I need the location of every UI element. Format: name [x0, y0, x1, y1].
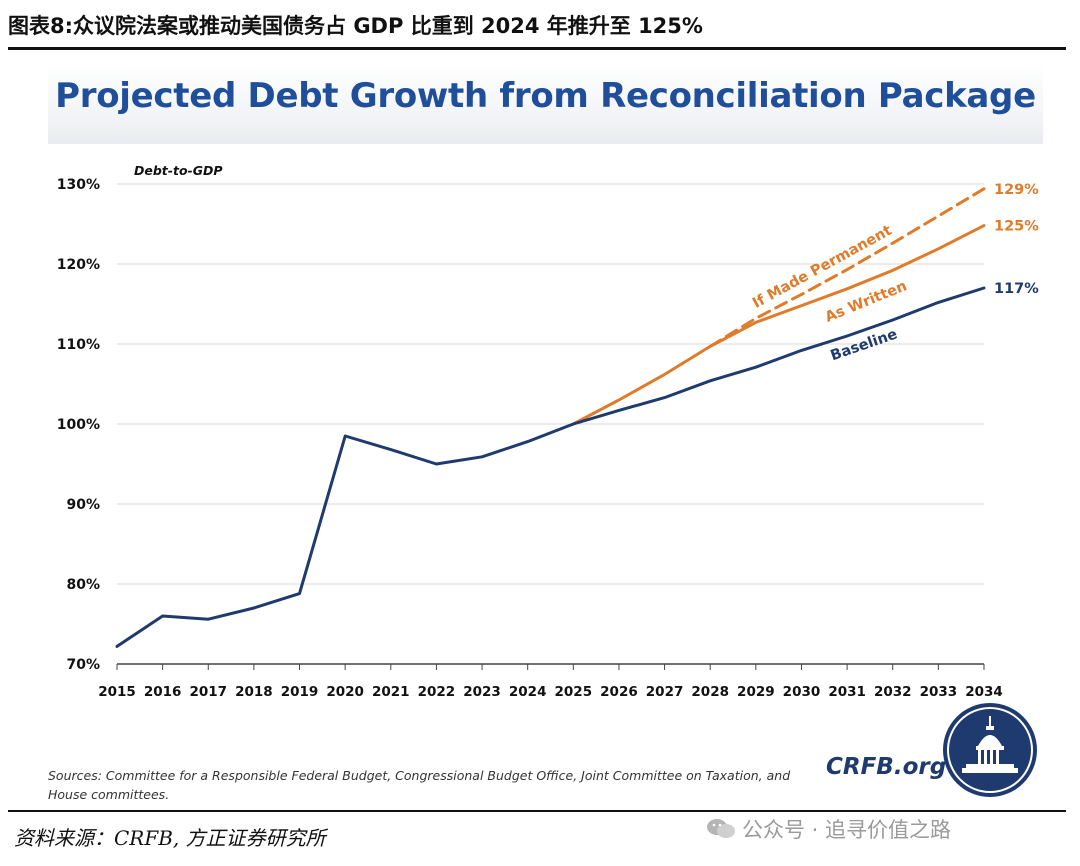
- chart-title: Projected Debt Growth from Reconciliatio…: [55, 76, 1036, 116]
- x-tick-label: 2025: [555, 684, 593, 700]
- y-tick-label: 120%: [57, 257, 100, 273]
- x-tick-label: 2033: [920, 684, 958, 700]
- series-line-baseline: [115, 286, 986, 648]
- y-tick-label: 100%: [57, 417, 100, 433]
- x-tick-label: 2023: [463, 684, 501, 700]
- x-tick-label: 2017: [189, 684, 227, 700]
- sources-note: Sources: Committee for a Responsible Fed…: [48, 768, 791, 802]
- x-tick-label: 2018: [235, 684, 273, 700]
- watermark: 公众号 · 追寻价值之路: [706, 814, 951, 844]
- x-tick-label: 2015: [98, 684, 136, 700]
- x-tick-label: 2029: [737, 684, 775, 700]
- capitol-dome-seal-icon: [943, 703, 1037, 797]
- y-tick-label: 90%: [66, 497, 100, 513]
- series-line-if-made-permanent: [708, 187, 986, 348]
- y-tick-label: 130%: [57, 177, 100, 193]
- x-tick-label: 2032: [874, 684, 912, 700]
- title-band: [48, 62, 1043, 144]
- x-tick-label: 2027: [646, 684, 684, 700]
- x-tick-label: 2026: [600, 684, 638, 700]
- x-tick-label: 2016: [144, 684, 182, 700]
- y-tick-label: 70%: [66, 657, 100, 673]
- x-tick-label: 2019: [281, 684, 319, 700]
- x-tick-label: 2034: [965, 684, 1003, 700]
- brand-label: CRFB.org: [826, 754, 947, 780]
- series-line-as-written: [571, 224, 986, 426]
- figure-caption: 图表8:众议院法案或推动美国债务占 GDP 比重到 2024 年推升至 125%: [8, 14, 703, 38]
- end-value-label: 117%: [994, 281, 1039, 297]
- source-line: 资料来源：CRFB, 方正证券研究所: [14, 826, 326, 850]
- x-tick-label: 2031: [828, 684, 866, 700]
- x-tick-label: 2022: [418, 684, 456, 700]
- wechat-icon: [707, 819, 735, 838]
- end-value-label: 125%: [994, 219, 1039, 235]
- watermark-text: 公众号 · 追寻价值之路: [742, 818, 952, 842]
- end-value-label: 129%: [994, 182, 1039, 198]
- series-name-label: Baseline: [829, 326, 900, 364]
- y-tick-label: 80%: [66, 577, 100, 593]
- top-rule: [8, 47, 1066, 50]
- x-tick-label: 2024: [509, 684, 547, 700]
- x-tick-label: 2028: [691, 684, 729, 700]
- x-tick-label: 2020: [326, 684, 364, 700]
- bottom-rule: [8, 810, 1066, 812]
- y-tick-label: 110%: [57, 337, 100, 353]
- x-tick-label: 2030: [783, 684, 821, 700]
- x-tick-label: 2021: [372, 684, 410, 700]
- y-axis-label: Debt-to-GDP: [134, 163, 223, 178]
